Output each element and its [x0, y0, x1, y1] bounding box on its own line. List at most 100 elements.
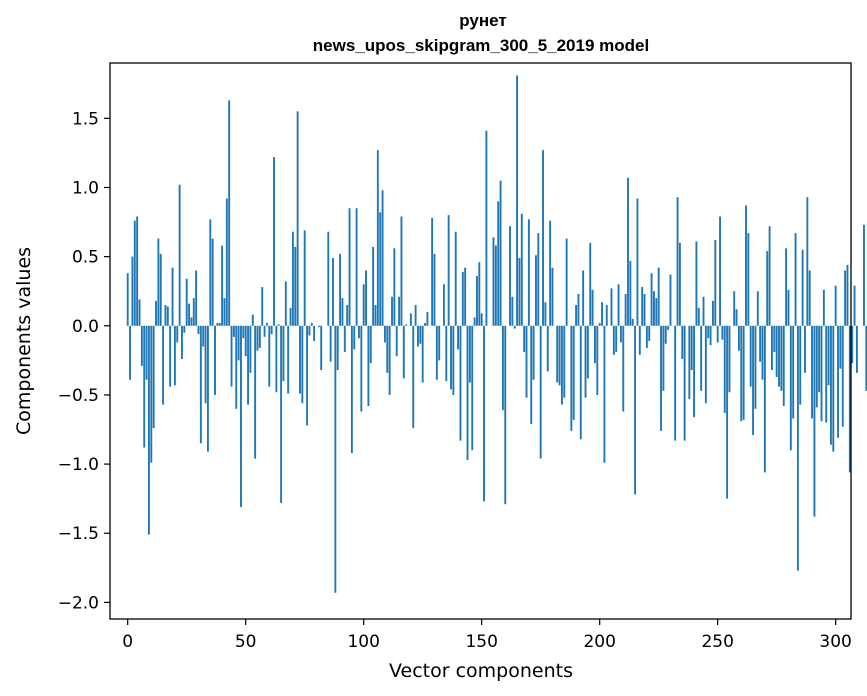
bar-component-249	[714, 240, 717, 326]
bar-component-135	[445, 325, 448, 382]
bar-component-143	[464, 267, 467, 326]
bar-component-17	[166, 306, 169, 326]
bar-component-115	[398, 296, 401, 326]
bar-component-76	[306, 325, 308, 426]
bar-component-230	[669, 274, 672, 326]
x-tick-label: 0	[122, 632, 133, 652]
bar-component-33	[204, 325, 207, 404]
bar-component-78	[310, 323, 313, 326]
bar-component-92	[343, 325, 346, 353]
bar-component-68	[287, 325, 290, 394]
bar-component-269	[761, 325, 764, 380]
bar-component-69	[289, 307, 292, 326]
x-tick-label: 250	[701, 632, 733, 652]
plot-frame	[109, 62, 852, 620]
bar-component-281	[789, 325, 792, 451]
bar-component-195	[586, 325, 589, 379]
bar-component-312	[863, 224, 865, 326]
bar-component-180	[551, 267, 554, 326]
bar-component-125	[421, 325, 424, 383]
bar-component-88	[334, 325, 337, 593]
x-tick-label: 100	[347, 632, 379, 652]
bars-group	[126, 75, 867, 593]
bar-component-82	[320, 325, 323, 371]
bar-component-165	[516, 75, 519, 326]
bar-component-247	[709, 325, 712, 346]
bar-component-22	[178, 184, 181, 326]
bar-component-211	[624, 293, 627, 326]
bar-component-169	[525, 325, 528, 398]
bar-component-254	[726, 325, 729, 499]
bar-component-215	[634, 325, 637, 495]
bar-component-60	[268, 325, 271, 387]
bar-component-313	[865, 325, 867, 391]
bar-component-283	[794, 233, 797, 326]
x-tick-label: 300	[819, 632, 851, 652]
bar-component-201	[601, 302, 603, 326]
bar-component-145	[468, 325, 471, 383]
x-tick-label: 150	[465, 632, 497, 652]
bar-component-210	[622, 325, 625, 412]
bar-component-307	[851, 325, 854, 364]
bar-component-162	[509, 226, 511, 326]
bar-component-287	[804, 325, 806, 373]
bar-component-41	[223, 298, 226, 326]
bar-component-207	[615, 325, 618, 353]
bar-component-288	[806, 197, 809, 326]
bar-component-141	[459, 325, 462, 441]
bar-component-101	[365, 270, 367, 326]
bar-component-171	[530, 325, 533, 424]
bar-component-219	[643, 293, 646, 326]
bar-component-182	[556, 325, 559, 383]
bar-component-34	[206, 325, 209, 452]
y-tick-label: 0.5	[72, 248, 99, 268]
bar-component-304	[844, 270, 847, 326]
bar-component-258	[735, 309, 738, 326]
bar-component-54	[254, 325, 257, 459]
bar-component-227	[662, 325, 665, 391]
bar-component-49	[242, 325, 245, 339]
x-tick-label: 50	[235, 632, 257, 652]
bar-component-94	[348, 208, 351, 326]
bar-component-14	[159, 253, 162, 326]
bar-component-107	[379, 212, 382, 326]
bar-component-56	[258, 325, 261, 348]
bar-component-224	[655, 298, 658, 326]
bar-component-104	[372, 246, 375, 326]
bar-component-297	[827, 325, 830, 386]
bar-component-37	[214, 325, 216, 395]
bar-component-192	[579, 325, 582, 440]
bar-component-57	[261, 287, 264, 326]
bar-component-44	[230, 325, 233, 387]
bar-component-155	[492, 237, 495, 326]
bar-component-265	[752, 325, 755, 436]
bar-component-172	[532, 325, 535, 380]
bar-component-6	[140, 325, 143, 366]
bar-component-151	[483, 325, 485, 502]
bar-component-221	[648, 325, 651, 341]
bar-component-226	[660, 325, 662, 431]
bar-component-159	[501, 325, 504, 411]
bar-component-218	[641, 287, 644, 326]
bar-component-213	[629, 260, 632, 326]
bar-component-203	[605, 305, 608, 326]
bar-component-7	[143, 325, 146, 448]
bar-component-132	[438, 325, 441, 361]
y-tick-label: −0.5	[58, 386, 99, 406]
bar-component-62	[273, 157, 275, 326]
bar-component-42	[225, 198, 228, 326]
bar-component-300	[834, 285, 837, 326]
bar-component-243	[700, 325, 703, 391]
bar-component-166	[518, 258, 521, 326]
bar-component-52	[249, 325, 252, 373]
bar-component-168	[523, 325, 526, 353]
bar-component-261	[742, 325, 745, 420]
bar-component-46	[235, 325, 238, 409]
bar-component-158	[499, 180, 502, 326]
bar-component-270	[763, 325, 766, 473]
bar-component-241	[695, 241, 698, 326]
bar-component-293	[818, 325, 821, 393]
bar-component-294	[820, 325, 823, 422]
bar-component-13	[157, 238, 160, 326]
